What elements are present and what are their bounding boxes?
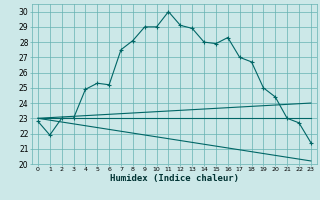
X-axis label: Humidex (Indice chaleur): Humidex (Indice chaleur) [110,174,239,183]
